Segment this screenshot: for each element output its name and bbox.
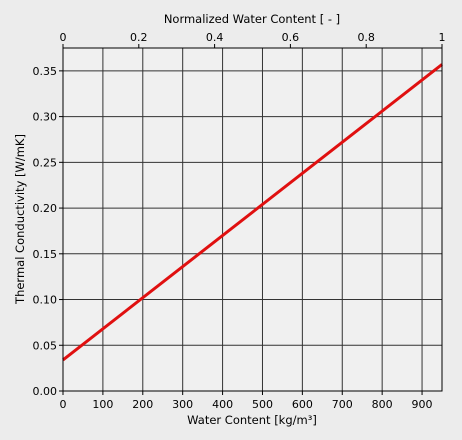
x-tick-label: 200 xyxy=(132,398,153,411)
y-axis-title: Thermal Conductivity [W/mK] xyxy=(13,134,27,305)
y-tick-label: 0.10 xyxy=(33,294,58,307)
y-tick-label: 0.20 xyxy=(33,202,58,215)
y-tick-label: 0.00 xyxy=(33,385,58,398)
x-tick-label: 600 xyxy=(292,398,313,411)
top-tick-label: 0.6 xyxy=(282,31,300,44)
grid-lines xyxy=(63,48,442,391)
x-tick-label: 0 xyxy=(60,398,67,411)
x-tick-label: 500 xyxy=(252,398,273,411)
top-tick-label: 0 xyxy=(60,31,67,44)
x-tick-label: 700 xyxy=(332,398,353,411)
y-tick-label: 0.15 xyxy=(33,248,58,261)
y-tick-label: 0.25 xyxy=(33,156,58,169)
series-line xyxy=(62,63,443,362)
x-tick-labels: 0 100 200 300 400 500 600 700 800 900 xyxy=(60,391,433,411)
top-axis-title: Normalized Water Content [ - ] xyxy=(164,12,340,26)
y-tick-label: 0.30 xyxy=(33,111,58,124)
x-tick-label: 400 xyxy=(212,398,233,411)
top-tick-label: 0.4 xyxy=(206,31,224,44)
y-tick-labels: 0.00 0.05 0.10 0.15 0.20 0.25 0.30 0.35 xyxy=(33,65,63,398)
top-tick-label: 0.2 xyxy=(130,31,148,44)
top-tick-label: 0.8 xyxy=(357,31,375,44)
y-tick-label: 0.35 xyxy=(33,65,58,78)
top-tick-label: 1 xyxy=(439,31,446,44)
x-tick-label: 800 xyxy=(372,398,393,411)
top-tick-labels: 0 0.2 0.4 0.6 0.8 1 xyxy=(60,31,446,48)
x-tick-label: 300 xyxy=(172,398,193,411)
plot-background xyxy=(63,48,442,391)
x-axis-title: Water Content [kg/m³] xyxy=(187,413,317,427)
plot-frame xyxy=(62,47,443,392)
x-tick-label: 100 xyxy=(92,398,113,411)
y-tick-label: 0.05 xyxy=(33,339,58,352)
series-layer xyxy=(62,63,443,362)
x-tick-label: 900 xyxy=(412,398,433,411)
